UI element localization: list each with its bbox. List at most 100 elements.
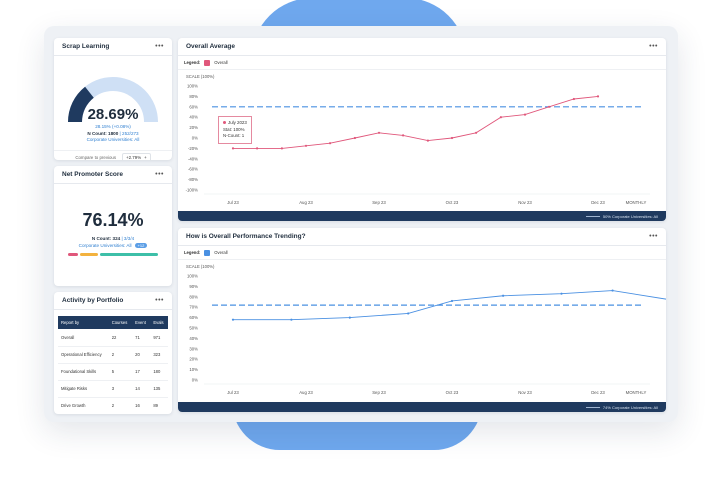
data-point	[231, 147, 235, 150]
card-header: Overall Average •••	[178, 38, 666, 56]
data-point	[450, 136, 454, 140]
more-menu-icon[interactable]: •••	[155, 171, 164, 178]
y-tick-label: 80%	[189, 294, 198, 299]
table-cell: 135	[150, 380, 168, 398]
frequency-label: MONTHLY	[626, 200, 647, 205]
card-header: Scrap Learning •••	[54, 38, 172, 56]
compare-pill[interactable]: +2.79% +	[122, 153, 151, 160]
tooltip-stat: Stat: 100%	[223, 126, 245, 132]
y-tick-label: 40%	[189, 336, 198, 341]
more-menu-icon[interactable]: •••	[155, 43, 164, 50]
x-tick-label: Sep 23	[372, 390, 386, 395]
legend-swatch[interactable]	[204, 249, 211, 256]
more-menu-icon[interactable]: •••	[155, 297, 164, 304]
legend-item[interactable]: Overall	[214, 60, 228, 65]
table-row[interactable]: Drive Growth 2 16 89	[58, 397, 168, 414]
y-tick-label: -40%	[188, 156, 198, 161]
y-tick-label: 100%	[187, 84, 198, 89]
y-tick-label: 60%	[189, 315, 198, 320]
scrap-count: N Count: 1800 | 252/273	[54, 131, 172, 136]
dashboard-frame: Scrap Learning ••• 28.69% 28.15% (+0.08%…	[44, 26, 678, 422]
data-point	[502, 294, 505, 297]
table-cell: 17	[132, 363, 151, 381]
data-point	[407, 312, 410, 315]
more-menu-icon[interactable]: •••	[649, 43, 658, 50]
y-tick-label: 0%	[192, 378, 198, 383]
footer-legend-line	[585, 215, 600, 217]
nps-count: N Count: 324 | 3/3/4	[54, 236, 172, 241]
card-title: Net Promoter Score	[62, 171, 124, 178]
column-header[interactable]: Courses	[108, 316, 133, 329]
nps-org[interactable]: Corporate Universities: All	[78, 243, 132, 248]
data-point	[560, 292, 563, 295]
chart-legend: Legend: Overall	[178, 246, 666, 260]
table-cell: Operational Efficiency	[58, 346, 109, 364]
y-tick-label: 60%	[189, 104, 198, 109]
tooltip-month-row: July 2023	[223, 120, 247, 127]
table-cell: 2	[108, 397, 133, 414]
table-row[interactable]: Foundational Skills 5 17 180	[58, 363, 168, 381]
more-menu-icon[interactable]: •••	[649, 233, 658, 240]
legend-item[interactable]: Overall	[214, 250, 228, 255]
scrap-learning-card: Scrap Learning ••• 28.69% 28.15% (+0.08%…	[54, 38, 172, 160]
data-point	[304, 144, 308, 147]
table-cell: 22	[108, 329, 133, 347]
data-point	[596, 95, 600, 98]
data-point	[547, 105, 551, 108]
gauge-fill	[68, 86, 95, 123]
x-tick-label: Nov 23	[518, 390, 532, 395]
chart-legend: Legend: Overall	[178, 56, 666, 70]
data-point	[401, 134, 405, 137]
tooltip-dot	[223, 121, 226, 124]
table-row[interactable]: Mitigate Risks 3 14 135	[58, 380, 168, 398]
card-header: How is Overall Performance Trending? •••	[178, 228, 666, 246]
overall-average-card: Overall Average ••• Legend: Overall SCAL…	[178, 38, 666, 221]
x-tick-label: Dec 23	[591, 390, 605, 395]
column-header[interactable]: Event	[132, 316, 151, 329]
tooltip-count: N-Count: 1	[223, 133, 245, 138]
legend-swatch[interactable]	[204, 59, 211, 66]
nps-count-extra: | 3/3/4	[120, 236, 135, 241]
card-title: Overall Average	[186, 43, 236, 50]
scrap-org[interactable]: Corporate Universities: All	[86, 137, 140, 142]
card-title: Scrap Learning	[62, 43, 110, 50]
scrap-change: 28.15% (+0.08%)	[95, 124, 131, 129]
series-line	[233, 95, 599, 149]
data-point	[353, 136, 357, 140]
card-title: How is Overall Performance Trending?	[186, 233, 306, 240]
table-cell: 3	[108, 380, 133, 398]
chart-footer-bar: 50% Corporate Universities: All	[178, 211, 666, 221]
nps-distribution-bar	[68, 253, 158, 256]
footer-legend-line	[585, 406, 600, 408]
column-header[interactable]: Evals	[150, 316, 168, 329]
table-cell: 89	[150, 397, 168, 414]
footer-text: 74% Corporate Universities: All	[602, 404, 658, 410]
nps-value: 76.14%	[82, 210, 144, 230]
data-point	[231, 318, 235, 321]
y-tick-label: 30%	[189, 346, 198, 351]
compare-add-icon[interactable]: +	[144, 155, 147, 160]
data-point	[450, 299, 454, 303]
scrap-count-extra: | 252/273	[118, 131, 139, 136]
data-point	[280, 147, 284, 150]
y-tick-label: 20%	[189, 357, 198, 362]
overall-average-chart: 100% 80% 60% 40% 20% 0% -20% -40% -60% -80% -100% J…	[186, 84, 650, 205]
x-tick-label: Oct 23	[446, 390, 459, 395]
table-row[interactable]: Operational Efficiency 2 20 323	[58, 346, 168, 364]
table-cell: 5	[108, 363, 133, 381]
card-header: Net Promoter Score •••	[54, 166, 172, 184]
table-cell: 971	[150, 329, 168, 347]
performance-trend-card: How is Overall Performance Trending? •••…	[178, 228, 666, 412]
data-point	[255, 147, 259, 150]
performance-trend-chart: 100% 90% 80% 70% 60% 50% 40% 30% 20% 10% 0% Jul 23 A…	[187, 274, 666, 395]
y-tick-label: 20%	[189, 125, 198, 130]
scrap-value: 28.69%	[87, 106, 139, 123]
table-row[interactable]: Overall 22 71 971	[58, 329, 168, 347]
scale-label: SCALE (100%)	[186, 74, 215, 79]
data-point	[499, 116, 503, 119]
table-header-row: Report by Courses Event Evals	[58, 316, 168, 329]
nps-count-main: N Count: 324	[91, 236, 121, 241]
x-tick-label: Aug 23	[299, 390, 313, 395]
column-header[interactable]: Report by	[58, 316, 109, 329]
